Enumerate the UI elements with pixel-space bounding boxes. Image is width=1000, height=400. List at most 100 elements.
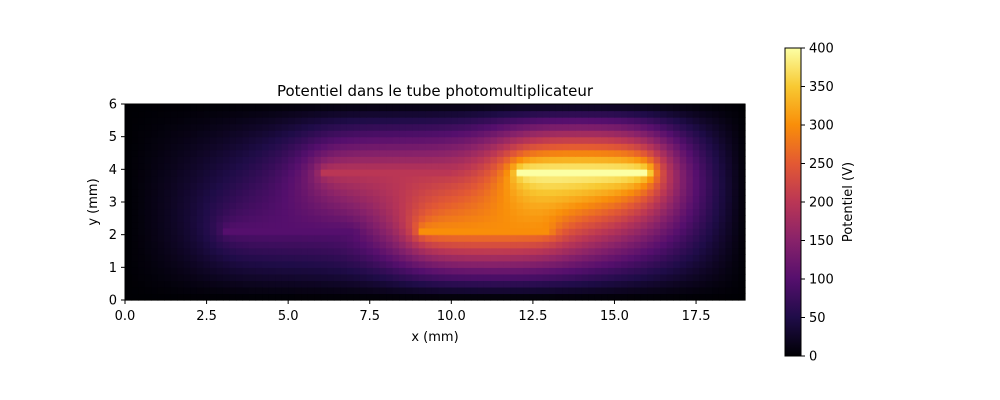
heatmap-cell [523, 104, 531, 112]
heatmap-cell [353, 195, 361, 203]
heatmap-cell [235, 188, 244, 197]
heatmap-cell [549, 221, 557, 229]
heatmap-cell [138, 260, 146, 268]
heatmap-cell [373, 280, 381, 288]
heatmap-cell [581, 136, 589, 144]
heatmap-cell [144, 241, 152, 249]
heatmap-cell [510, 143, 518, 151]
heatmap-cell [536, 104, 544, 112]
heatmap-cell [392, 136, 400, 144]
heatmap-cell [320, 188, 328, 197]
heatmap-cell [607, 149, 616, 157]
heatmap-cell [503, 273, 511, 281]
heatmap-cell [718, 149, 727, 157]
heatmap-cell [529, 104, 537, 112]
heatmap-cell [281, 293, 289, 301]
heatmap-cell [183, 234, 191, 242]
heatmap-cell [660, 221, 668, 229]
heatmap-cell [340, 123, 348, 131]
heatmap-cell [692, 175, 700, 183]
heatmap-cell [386, 110, 394, 118]
heatmap-cell [255, 130, 263, 138]
heatmap-cell [235, 241, 244, 249]
heatmap-cell [653, 136, 661, 144]
heatmap-cell [705, 175, 713, 183]
heatmap-cell [242, 202, 250, 210]
heatmap-cell [222, 143, 231, 151]
heatmap-cell [523, 221, 531, 229]
heatmap-cell [222, 280, 231, 288]
heatmap-cell [235, 182, 244, 190]
heatmap-cell [268, 234, 276, 242]
heatmap-cell [660, 254, 668, 262]
heatmap-cell [634, 260, 642, 268]
heatmap-cell [333, 175, 341, 183]
heatmap-cell [314, 215, 322, 223]
heatmap-cell [621, 208, 629, 216]
heatmap-cell [405, 149, 413, 157]
heatmap-cell [464, 149, 472, 157]
heatmap-cell [288, 175, 296, 183]
heatmap-cell [281, 117, 289, 125]
heatmap-cell [392, 260, 400, 268]
heatmap-cell [705, 280, 713, 288]
heatmap-cell [516, 195, 524, 203]
heatmap-cell [333, 195, 341, 203]
heatmap-cell [483, 110, 492, 118]
heatmap-cell [412, 241, 420, 249]
heatmap-cell [614, 162, 622, 170]
heatmap-cell [523, 208, 531, 216]
heatmap-cell [679, 130, 687, 138]
heatmap-cell [268, 117, 276, 125]
heatmap-cell [392, 273, 400, 281]
heatmap-cell [412, 215, 420, 223]
heatmap-cell [242, 143, 250, 151]
heatmap-cell [614, 156, 622, 164]
heatmap-cell [379, 208, 387, 216]
heatmap-cell [281, 149, 289, 157]
heatmap-cell [379, 110, 387, 118]
heatmap-cell [653, 130, 661, 138]
heatmap-cell [438, 110, 446, 118]
heatmap-cell [477, 195, 485, 203]
heatmap-cell [353, 188, 361, 197]
heatmap-cell [170, 149, 178, 157]
heatmap-cell [699, 286, 707, 295]
heatmap-cell [666, 130, 674, 138]
heatmap-cell [738, 117, 746, 125]
heatmap-cell [366, 241, 374, 249]
heatmap-cell [451, 130, 459, 138]
heatmap-cell [614, 293, 622, 301]
heatmap-cell [144, 136, 152, 144]
heatmap-cell [614, 273, 622, 281]
heatmap-cell [451, 169, 459, 177]
heatmap-cell [164, 241, 172, 249]
heatmap-cell [242, 234, 250, 242]
heatmap-cell [144, 195, 152, 203]
heatmap-cell [222, 215, 231, 223]
heatmap-cell [431, 143, 439, 151]
heatmap-cell [705, 221, 713, 229]
heatmap-cell [686, 273, 694, 281]
heatmap-cell [255, 195, 263, 203]
heatmap-cell [366, 267, 374, 275]
heatmap-cell [301, 293, 309, 301]
heatmap-cell [601, 260, 609, 268]
heatmap-cell [536, 234, 544, 242]
heatmap-cell [320, 280, 328, 288]
heatmap-cell [216, 188, 224, 197]
heatmap-cell [288, 169, 296, 177]
heatmap-cell [138, 123, 146, 131]
heatmap-cell [477, 286, 485, 295]
heatmap-cell [477, 280, 485, 288]
heatmap-cell [307, 130, 315, 138]
heatmap-cell [470, 156, 479, 164]
heatmap-cell [692, 280, 700, 288]
heatmap-cell [131, 188, 139, 197]
heatmap-cell [451, 182, 459, 190]
heatmap-cell [177, 280, 185, 288]
heatmap-cell [529, 241, 537, 249]
heatmap-cell [673, 123, 681, 131]
heatmap-cell [588, 208, 596, 216]
heatmap-cell [405, 202, 413, 210]
